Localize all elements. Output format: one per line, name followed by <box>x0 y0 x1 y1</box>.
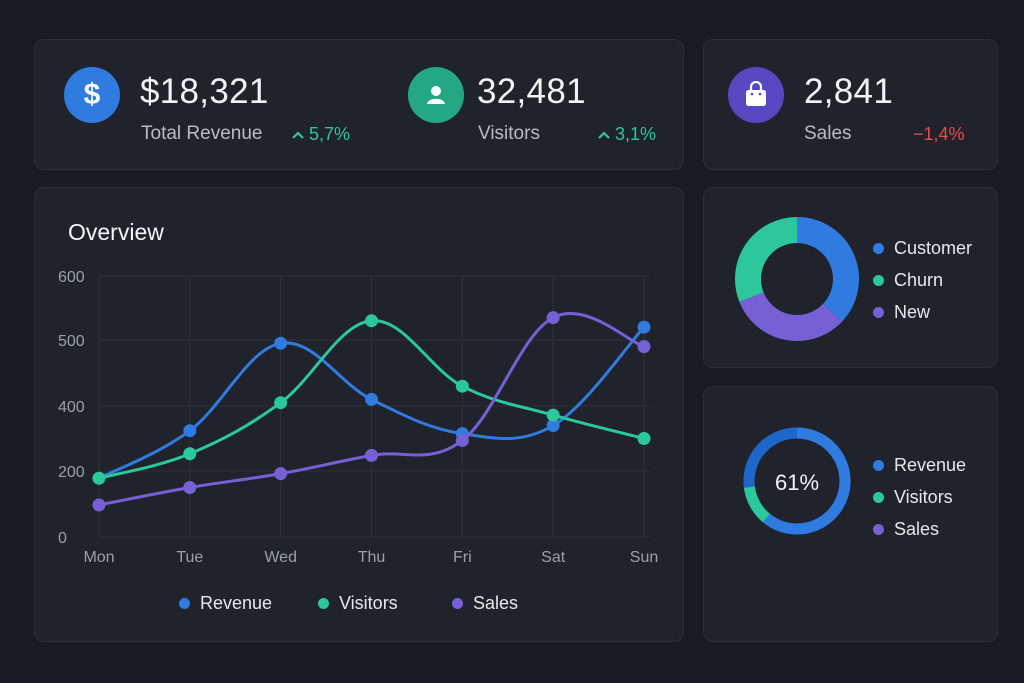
stat-revenue-label: Total Revenue <box>141 123 263 144</box>
progress-ring-card: Revenue Visitors Sales <box>703 386 998 642</box>
ring-revenue-legend-dot <box>873 460 884 471</box>
stat-revenue-delta: 5,7% <box>291 124 350 145</box>
legend-customer-label: Customer <box>894 238 973 258</box>
legend-churn[interactable]: Churn <box>873 270 943 291</box>
dollar-icon: $ <box>64 67 120 123</box>
stat-sales[interactable]: 2,841 Sales −1,4% <box>703 39 998 170</box>
churn-legend-dot <box>873 275 884 286</box>
trend-up-icon <box>598 130 610 139</box>
ring-sales-legend-dot <box>873 524 884 535</box>
legend-new-label: New <box>894 302 931 322</box>
legend-visitors-label: Visitors <box>339 593 398 613</box>
stat-visitors-delta: 3,1% <box>597 124 656 145</box>
legend-sales[interactable]: Sales <box>452 593 518 614</box>
stat-sales-delta-text: −1,4% <box>913 124 965 144</box>
customer-donut-card: Customer Churn New <box>703 187 998 368</box>
overview-card: Overview Revenue Visitors Sales <box>34 187 684 642</box>
ring-visitors-legend-dot <box>873 492 884 503</box>
legend-revenue[interactable]: Revenue <box>179 593 272 614</box>
stat-revenue-delta-text: 5,7% <box>309 124 351 144</box>
legend-ring-revenue-label: Revenue <box>894 455 967 475</box>
stat-sales-value: 2,841 <box>804 72 894 111</box>
stat-visitors-value: 32,481 <box>477 72 586 111</box>
sales-legend-dot <box>452 598 463 609</box>
legend-revenue-label: Revenue <box>200 593 273 613</box>
stat-revenue[interactable]: $ $18,321 Total Revenue 5,7% <box>35 40 365 171</box>
legend-ring-visitors-label: Visitors <box>894 487 953 507</box>
legend-new[interactable]: New <box>873 302 930 323</box>
trend-up-icon <box>292 130 304 139</box>
legend-customer[interactable]: Customer <box>873 238 972 259</box>
user-icon <box>408 67 464 123</box>
stat-revenue-value: $18,321 <box>140 72 269 111</box>
legend-churn-label: Churn <box>894 270 944 290</box>
customer-legend-dot <box>873 243 884 254</box>
new-legend-dot <box>873 307 884 318</box>
legend-visitors[interactable]: Visitors <box>318 593 398 614</box>
legend-ring-visitors[interactable]: Visitors <box>873 487 953 508</box>
stat-sales-label: Sales <box>804 123 852 144</box>
shopping-bag-icon <box>728 67 784 123</box>
visitors-legend-dot <box>318 598 329 609</box>
legend-ring-sales[interactable]: Sales <box>873 519 939 540</box>
legend-sales-label: Sales <box>473 593 519 613</box>
overview-title: Overview <box>68 219 164 245</box>
stats-card: $ $18,321 Total Revenue 5,7% 32,481 Visi… <box>34 39 684 170</box>
stat-visitors-delta-text: 3,1% <box>615 124 657 144</box>
stat-visitors[interactable]: 32,481 Visitors 3,1% <box>375 40 685 171</box>
stat-visitors-label: Visitors <box>478 123 540 144</box>
stat-sales-delta: −1,4% <box>913 124 965 145</box>
legend-ring-sales-label: Sales <box>894 519 940 539</box>
revenue-legend-dot <box>179 598 190 609</box>
legend-ring-revenue[interactable]: Revenue <box>873 455 966 476</box>
